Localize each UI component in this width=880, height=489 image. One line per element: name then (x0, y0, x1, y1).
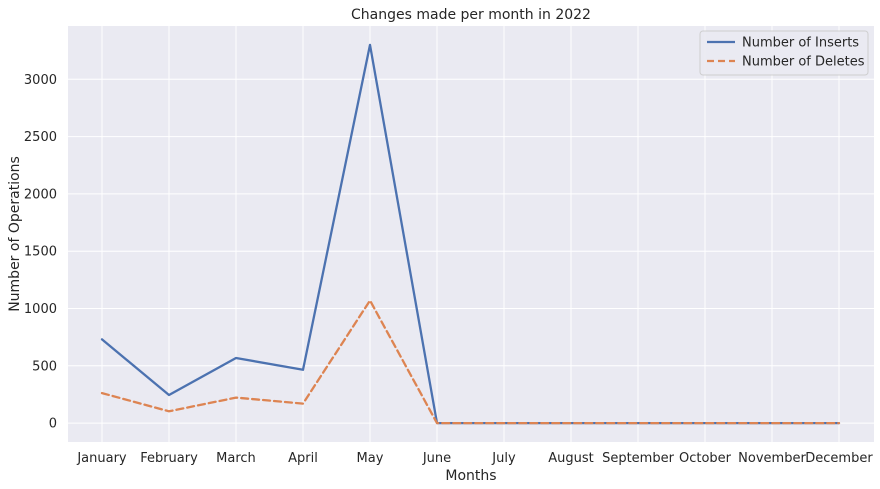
plot-area (68, 26, 874, 442)
legend-label: Number of Deletes (742, 55, 865, 70)
legend: Number of Inserts Number of Deletes (699, 30, 869, 76)
x-axis-label: Months (445, 468, 496, 484)
y-tick-label: 2000 (24, 187, 57, 202)
x-tick-label: January (76, 451, 127, 466)
x-tick-label: December (805, 451, 873, 466)
x-tick-label: June (422, 451, 451, 466)
x-tick-label: March (216, 451, 256, 466)
x-tick-label: November (738, 451, 806, 466)
x-tick-label: September (602, 451, 675, 466)
y-tick-label: 2500 (24, 130, 57, 145)
x-tick-label: April (288, 451, 318, 466)
x-tick-labels: January February March April May June July Augu… (76, 451, 873, 466)
y-axis-label: Number of Operations (7, 156, 23, 312)
y-tick-label: 1500 (24, 245, 57, 260)
series-lines (100, 43, 841, 425)
legend-box (699, 30, 869, 76)
legend-label: Number of Inserts (742, 36, 859, 51)
x-tick-label: July (491, 451, 516, 466)
chart-title: Changes made per month in 2022 (351, 7, 591, 23)
x-tick-label: May (357, 451, 384, 466)
y-tick-label: 500 (32, 359, 57, 374)
y-tick-label: 1000 (24, 302, 57, 317)
series-line-deletes (100, 299, 841, 425)
y-tick-labels: 0 500 1000 1500 2000 2500 3000 (24, 73, 57, 432)
x-tick-label: October (679, 451, 732, 466)
x-tick-label: February (140, 451, 198, 466)
y-tick-label: 3000 (24, 73, 57, 88)
y-tick-label: 0 (49, 417, 57, 432)
x-tick-label: August (548, 451, 594, 466)
